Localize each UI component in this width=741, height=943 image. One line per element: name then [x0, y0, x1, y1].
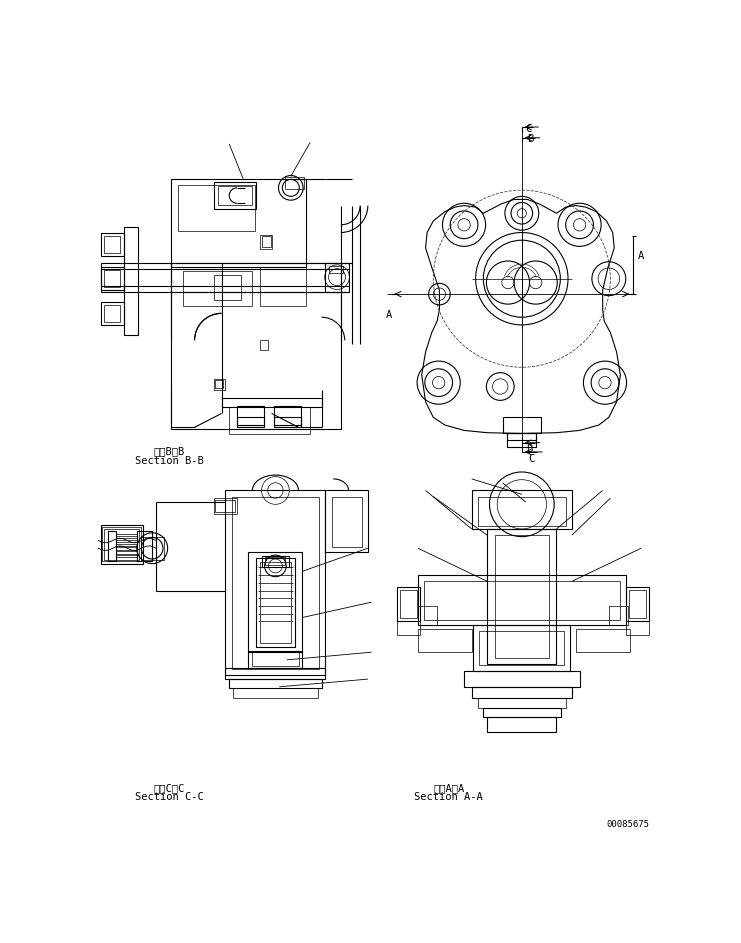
Bar — [609, 606, 628, 625]
Bar — [482, 707, 561, 717]
Bar — [478, 497, 565, 526]
Bar — [472, 490, 572, 529]
Text: Section B-B: Section B-B — [135, 455, 204, 466]
Bar — [274, 405, 301, 425]
Text: A: A — [638, 251, 645, 260]
Bar — [101, 302, 124, 325]
Bar — [487, 529, 556, 664]
Bar — [332, 497, 362, 547]
Bar — [256, 558, 295, 647]
Text: 断面C－C: 断面C－C — [153, 783, 185, 793]
Bar — [629, 589, 646, 619]
Bar — [478, 699, 565, 707]
Bar — [233, 688, 318, 698]
Bar — [397, 587, 420, 621]
Bar — [253, 653, 299, 666]
Bar — [178, 185, 255, 231]
Bar — [101, 267, 124, 290]
Text: A: A — [386, 309, 393, 320]
Bar — [397, 621, 420, 636]
Bar — [101, 233, 124, 256]
Bar — [262, 556, 288, 567]
Text: C: C — [525, 124, 532, 134]
Bar — [285, 177, 304, 190]
Bar — [260, 267, 306, 306]
Bar — [214, 498, 237, 514]
Bar — [237, 418, 264, 426]
Bar — [262, 237, 270, 247]
Bar — [104, 271, 120, 288]
Bar — [472, 687, 572, 699]
Bar — [218, 186, 253, 205]
Text: 断面B－B: 断面B－B — [153, 446, 185, 455]
Bar — [237, 405, 264, 425]
Bar — [325, 490, 368, 552]
Bar — [418, 575, 626, 625]
Bar — [141, 537, 164, 560]
Bar — [248, 552, 302, 653]
Bar — [183, 271, 253, 306]
Bar — [214, 274, 241, 300]
Bar — [495, 535, 549, 658]
Bar — [124, 227, 138, 335]
Text: C: C — [528, 454, 535, 464]
Bar — [274, 418, 301, 426]
Bar — [424, 581, 619, 620]
Bar — [216, 380, 223, 389]
Bar — [487, 717, 556, 733]
Bar — [102, 527, 141, 561]
Bar — [222, 398, 322, 407]
Bar — [418, 629, 472, 653]
Bar — [265, 557, 285, 565]
Text: 00085675: 00085675 — [606, 820, 649, 829]
Bar — [225, 668, 325, 679]
Bar — [248, 651, 302, 668]
Text: Section A-A: Section A-A — [414, 792, 483, 802]
Text: 断面A－A: 断面A－A — [433, 783, 465, 793]
Bar — [507, 433, 536, 447]
Bar — [104, 236, 120, 253]
Bar — [502, 418, 541, 433]
Bar — [626, 587, 649, 621]
Bar — [260, 562, 290, 643]
Bar — [104, 529, 139, 560]
Bar — [101, 525, 143, 564]
Bar — [473, 625, 571, 671]
Bar — [576, 629, 630, 653]
Bar — [214, 182, 256, 209]
Bar — [329, 266, 343, 273]
Bar — [479, 632, 564, 665]
Text: Section C-C: Section C-C — [135, 792, 204, 802]
Text: B: B — [526, 444, 533, 455]
Bar — [229, 407, 310, 434]
Bar — [104, 305, 120, 322]
Bar — [464, 671, 579, 687]
Bar — [108, 531, 116, 560]
Bar — [171, 263, 341, 429]
Bar — [214, 379, 225, 390]
Bar — [325, 263, 348, 291]
Bar — [231, 497, 319, 670]
Bar — [225, 490, 325, 675]
Bar — [260, 235, 273, 249]
Text: B: B — [527, 134, 534, 144]
Bar — [626, 621, 649, 636]
Bar — [229, 679, 322, 688]
Bar — [260, 340, 268, 350]
Bar — [216, 500, 236, 512]
Bar — [507, 433, 536, 440]
Bar — [400, 589, 417, 619]
Bar — [418, 606, 437, 625]
Bar — [171, 178, 306, 267]
Bar — [137, 531, 152, 560]
